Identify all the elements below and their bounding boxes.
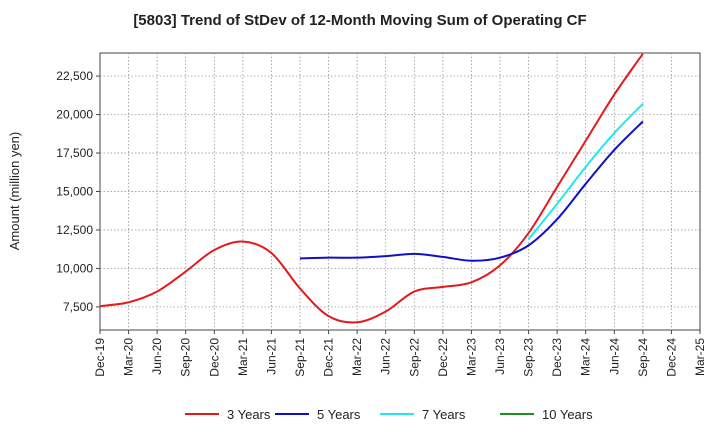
y-axis-title: Amount (million yen) (7, 132, 22, 251)
x-tick-label: Dec-23 (550, 338, 564, 377)
x-tick-label: Sep-24 (636, 338, 650, 377)
x-tick-label: Sep-20 (179, 338, 193, 377)
series-line-7-years (527, 103, 644, 240)
x-tick-label: Dec-24 (664, 338, 678, 377)
x-tick-label: Mar-25 (693, 338, 707, 376)
x-tick-label: Mar-20 (122, 338, 136, 376)
y-tick-label: 22,500 (56, 69, 93, 83)
x-tick-label: Dec-22 (436, 338, 450, 377)
y-tick-label: 17,500 (56, 146, 93, 160)
x-tick-label: Mar-24 (579, 338, 593, 376)
series-line-3-years (99, 53, 644, 324)
x-tick-label: Sep-21 (293, 338, 307, 377)
legend-label-10-years: 10 Years (542, 407, 593, 422)
x-tick-label: Dec-19 (93, 338, 107, 377)
y-tick-label: 7,500 (63, 300, 93, 314)
legend-label-7-years: 7 Years (422, 407, 466, 422)
x-tick-label: Sep-22 (407, 338, 421, 377)
legend-label-3-years: 3 Years (227, 407, 271, 422)
plot-area: Dec-19 Mar-20 Jun-20 Sep-20 Dec-20 Mar-21 Jun-… (56, 52, 707, 377)
x-tick-label: Jun-24 (607, 338, 621, 375)
series-line-5-years (299, 120, 644, 262)
legend: 3 Years 5 Years 7 Years 10 Years (185, 407, 593, 422)
x-tick-label: Mar-23 (464, 338, 478, 376)
legend-label-5-years: 5 Years (317, 407, 361, 422)
x-tick-label: Jun-20 (150, 338, 164, 375)
y-tick-label: 10,000 (56, 261, 93, 275)
y-tick-label: 20,000 (56, 108, 93, 122)
x-tick-label: Jun-22 (379, 338, 393, 375)
x-tick-label: Sep-23 (522, 338, 536, 377)
x-tick-label: Dec-21 (322, 338, 336, 377)
x-tick-label: Mar-22 (350, 338, 364, 376)
x-tick-label: Jun-23 (493, 338, 507, 375)
plot-border (99, 52, 701, 331)
x-tick-label: Mar-21 (236, 338, 250, 376)
x-tick-label: Jun-21 (264, 338, 278, 375)
x-tick-label: Dec-20 (207, 338, 221, 377)
y-tick-label: 12,500 (56, 223, 93, 237)
chart-title: [5803] Trend of StDev of 12-Month Moving… (133, 12, 587, 29)
y-tick-label: 15,000 (56, 185, 93, 199)
